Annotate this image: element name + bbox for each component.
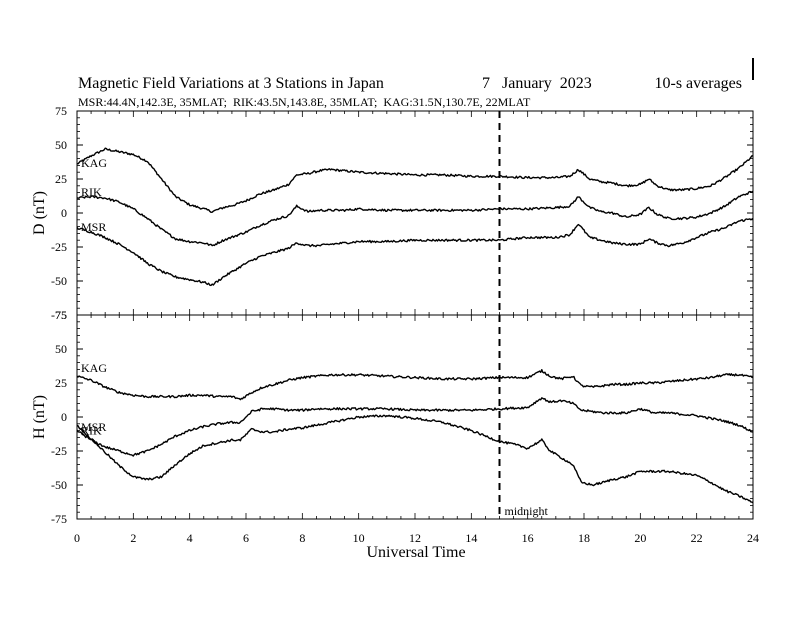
- station-coordinates-subtitle: MSR:44.4N,142.3E, 35MLAT; RIK:43.5N,143.…: [78, 95, 531, 109]
- y-tick-label-d: -75: [51, 308, 67, 322]
- x-tick-label: 20: [634, 531, 646, 545]
- y-tick-label-h: -75: [51, 512, 67, 526]
- x-tick-label: 12: [409, 531, 421, 545]
- y-tick-label-d: -50: [51, 274, 67, 288]
- x-tick-label: 4: [187, 531, 193, 545]
- trace-msr-h: [76, 414, 754, 504]
- x-tick-label: 10: [353, 531, 365, 545]
- y-tick-label-h: 25: [55, 376, 67, 390]
- trace-msr-d: [76, 217, 754, 287]
- station-label-rik-d: RIK: [81, 185, 102, 199]
- chart-title: Magnetic Field Variations at 3 Stations …: [78, 75, 384, 92]
- x-tick-label: 18: [578, 531, 590, 545]
- trace-rik-h: [76, 397, 754, 457]
- d-axis-label: D (nT): [31, 191, 48, 235]
- y-tick-label-h: 0: [61, 410, 67, 424]
- y-tick-label-d: 0: [61, 206, 67, 220]
- station-label-msr-h: MSR: [81, 420, 106, 434]
- h-axis-label: H (nT): [31, 395, 48, 439]
- trace-kag-h: [76, 369, 754, 401]
- panel-frame-d: [76, 110, 754, 316]
- x-tick-label: 22: [691, 531, 703, 545]
- x-tick-label: 8: [299, 531, 305, 545]
- y-tick-label-h: -25: [51, 444, 67, 458]
- panel-frame-h: [76, 314, 754, 520]
- y-tick-label-h: -50: [51, 478, 67, 492]
- x-axis-title: Universal Time: [366, 544, 465, 561]
- station-label-kag-h: KAG: [81, 361, 107, 375]
- x-tick-label: 16: [522, 531, 534, 545]
- y-tick-label-d: 75: [55, 104, 67, 118]
- x-tick-label: 24: [747, 531, 759, 545]
- y-tick-label-d: 50: [55, 138, 67, 152]
- station-label-kag-d: KAG: [81, 156, 107, 170]
- y-tick-label-h: 75: [55, 308, 67, 322]
- averaging-label: 10-s averages: [654, 75, 742, 92]
- x-tick-label: 14: [465, 531, 477, 545]
- x-axis: 0 2 4 6 8 10 12 14 16 18 20 22 24: [74, 531, 759, 545]
- y-tick-label-d: -25: [51, 240, 67, 254]
- x-tick-label: 0: [74, 531, 80, 545]
- panel-declination: D (nT) 75 50 25 0 -25 -50 -75 KAG RIK MSR: [31, 104, 754, 322]
- trace-kag-d: [76, 147, 754, 213]
- x-tick-label: 2: [130, 531, 136, 545]
- y-tick-label-h: 50: [55, 342, 67, 356]
- x-tick-label: 6: [243, 531, 249, 545]
- midnight-label: midnight: [505, 504, 549, 518]
- y-tick-label-d: 25: [55, 172, 67, 186]
- chart-date: 7 January 2023: [482, 75, 592, 92]
- trace-rik-d: [76, 190, 754, 247]
- station-label-msr-d: MSR: [81, 220, 106, 234]
